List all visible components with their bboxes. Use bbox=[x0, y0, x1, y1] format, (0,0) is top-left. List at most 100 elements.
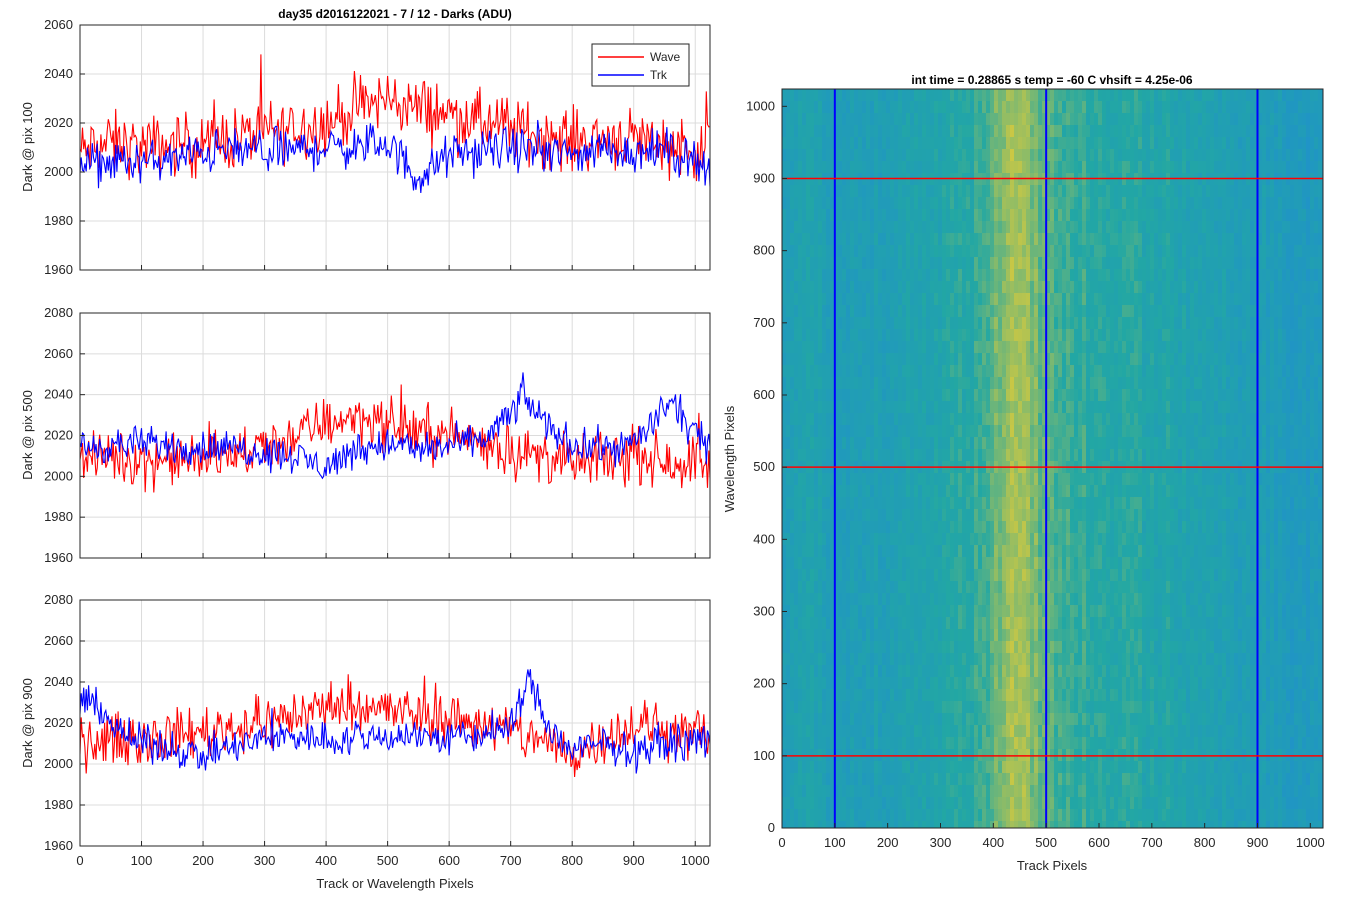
heatmap-cell bbox=[1066, 569, 1071, 582]
heatmap-cell bbox=[910, 437, 915, 450]
heatmap-cell bbox=[1066, 581, 1071, 594]
heatmap-cell bbox=[1058, 809, 1063, 822]
heatmap-cell bbox=[958, 425, 963, 438]
heatmap-cell bbox=[946, 605, 951, 618]
heatmap-cell bbox=[858, 497, 863, 510]
legend[interactable]: Wave Trk bbox=[591, 43, 690, 87]
heatmap-cell bbox=[818, 557, 823, 570]
heatmap-cell bbox=[990, 365, 995, 378]
heatmap-cell bbox=[962, 329, 967, 342]
heatmap-cell bbox=[794, 281, 799, 294]
heatmap-cell bbox=[910, 269, 915, 282]
heatmap-cell bbox=[958, 413, 963, 426]
heatmap-cell bbox=[914, 689, 919, 702]
heatmap-cell bbox=[938, 353, 943, 366]
heatmap-cell bbox=[1018, 617, 1023, 630]
heatmap-cell bbox=[978, 389, 983, 402]
heatmap-cell bbox=[1066, 557, 1071, 570]
heatmap-cell bbox=[1070, 701, 1075, 714]
heatmap-cell bbox=[958, 641, 963, 654]
heatmap-cell bbox=[1066, 221, 1071, 234]
heatmap-cell bbox=[870, 101, 875, 114]
heatmap-cell bbox=[830, 137, 835, 150]
heatmap-cell bbox=[1090, 197, 1095, 210]
heatmap-cell bbox=[782, 509, 787, 522]
heatmap-cell bbox=[1022, 473, 1027, 486]
heatmap-cell bbox=[846, 785, 851, 798]
heatmap-cell bbox=[934, 797, 939, 810]
heatmap-cell bbox=[1082, 101, 1087, 114]
heatmap-cell bbox=[926, 101, 931, 114]
heatmap-cell bbox=[1030, 725, 1035, 738]
heatmap-cell bbox=[998, 281, 1003, 294]
heatmap-cell bbox=[834, 293, 839, 306]
heatmap-cell bbox=[1022, 641, 1027, 654]
heatmap-cell bbox=[830, 545, 835, 558]
heatmap-cell bbox=[1030, 341, 1035, 354]
heatmap-cell bbox=[786, 389, 791, 402]
heatmap-cell bbox=[994, 293, 999, 306]
heatmap-cell bbox=[954, 365, 959, 378]
heatmap-cell bbox=[1042, 245, 1047, 258]
heatmap-cell bbox=[838, 101, 843, 114]
heatmap-cell bbox=[1082, 629, 1087, 642]
heatmap-cell bbox=[866, 365, 871, 378]
heatmap-cell bbox=[790, 425, 795, 438]
heatmap-cell bbox=[982, 401, 987, 414]
heatmap-cell bbox=[1010, 569, 1015, 582]
heatmap-cell bbox=[1034, 701, 1039, 714]
heatmap-cell bbox=[894, 485, 899, 498]
heatmap-cell bbox=[1010, 245, 1015, 258]
heatmap-cell bbox=[918, 593, 923, 606]
heatmap-cell bbox=[850, 185, 855, 198]
heatmap-cell bbox=[1062, 365, 1067, 378]
heatmap-cell bbox=[1010, 305, 1015, 318]
heatmap-cell bbox=[882, 161, 887, 174]
heatmap-cell bbox=[926, 137, 931, 150]
heatmap-cell bbox=[954, 521, 959, 534]
heatmap-cell bbox=[1006, 305, 1011, 318]
heatmap-cell bbox=[1014, 125, 1019, 138]
heatmap-cell bbox=[1050, 773, 1055, 786]
heatmap-cell bbox=[950, 329, 955, 342]
heatmap-cell bbox=[990, 341, 995, 354]
heatmap-cell bbox=[1014, 653, 1019, 666]
heatmap-cell bbox=[982, 341, 987, 354]
heatmap-cell bbox=[942, 665, 947, 678]
heatmap-cell bbox=[1078, 533, 1083, 546]
heatmap-cell bbox=[914, 245, 919, 258]
heatmap-cell bbox=[850, 713, 855, 726]
heatmap-cell bbox=[830, 665, 835, 678]
heatmap-cell bbox=[850, 581, 855, 594]
heatmap-cell bbox=[898, 377, 903, 390]
heatmap-cell bbox=[962, 185, 967, 198]
x-tick-labels bbox=[79, 265, 696, 270]
heatmap-cell bbox=[854, 485, 859, 498]
heatmap-cell bbox=[1066, 533, 1071, 546]
heatmap-cell bbox=[1070, 269, 1075, 282]
heatmap-cell bbox=[1074, 821, 1079, 829]
heatmap-cell bbox=[830, 737, 835, 750]
heatmap-cell bbox=[926, 425, 931, 438]
heatmap-cell bbox=[946, 521, 951, 534]
heatmap-cell bbox=[1026, 245, 1031, 258]
heatmap-cell bbox=[910, 329, 915, 342]
heatmap-cell bbox=[1054, 101, 1059, 114]
heatmap-cell bbox=[886, 665, 891, 678]
heatmap-cell bbox=[842, 641, 847, 654]
heatmap-cell bbox=[882, 665, 887, 678]
heatmap-cell bbox=[866, 593, 871, 606]
heatmap-cell bbox=[930, 353, 935, 366]
heatmap-cell bbox=[1058, 137, 1063, 150]
heatmap-cell bbox=[810, 785, 815, 798]
heatmap-cell bbox=[870, 365, 875, 378]
heatmap-cell bbox=[1014, 629, 1019, 642]
heatmap-cell bbox=[902, 821, 907, 829]
heatmap-cell bbox=[1090, 701, 1095, 714]
heatmap-cell bbox=[874, 509, 879, 522]
heatmap-cell bbox=[1034, 317, 1039, 330]
heatmap-cell bbox=[1030, 809, 1035, 822]
heatmap-cell bbox=[1062, 245, 1067, 258]
heatmap-cell bbox=[1066, 161, 1071, 174]
heatmap-cell bbox=[1018, 269, 1023, 282]
